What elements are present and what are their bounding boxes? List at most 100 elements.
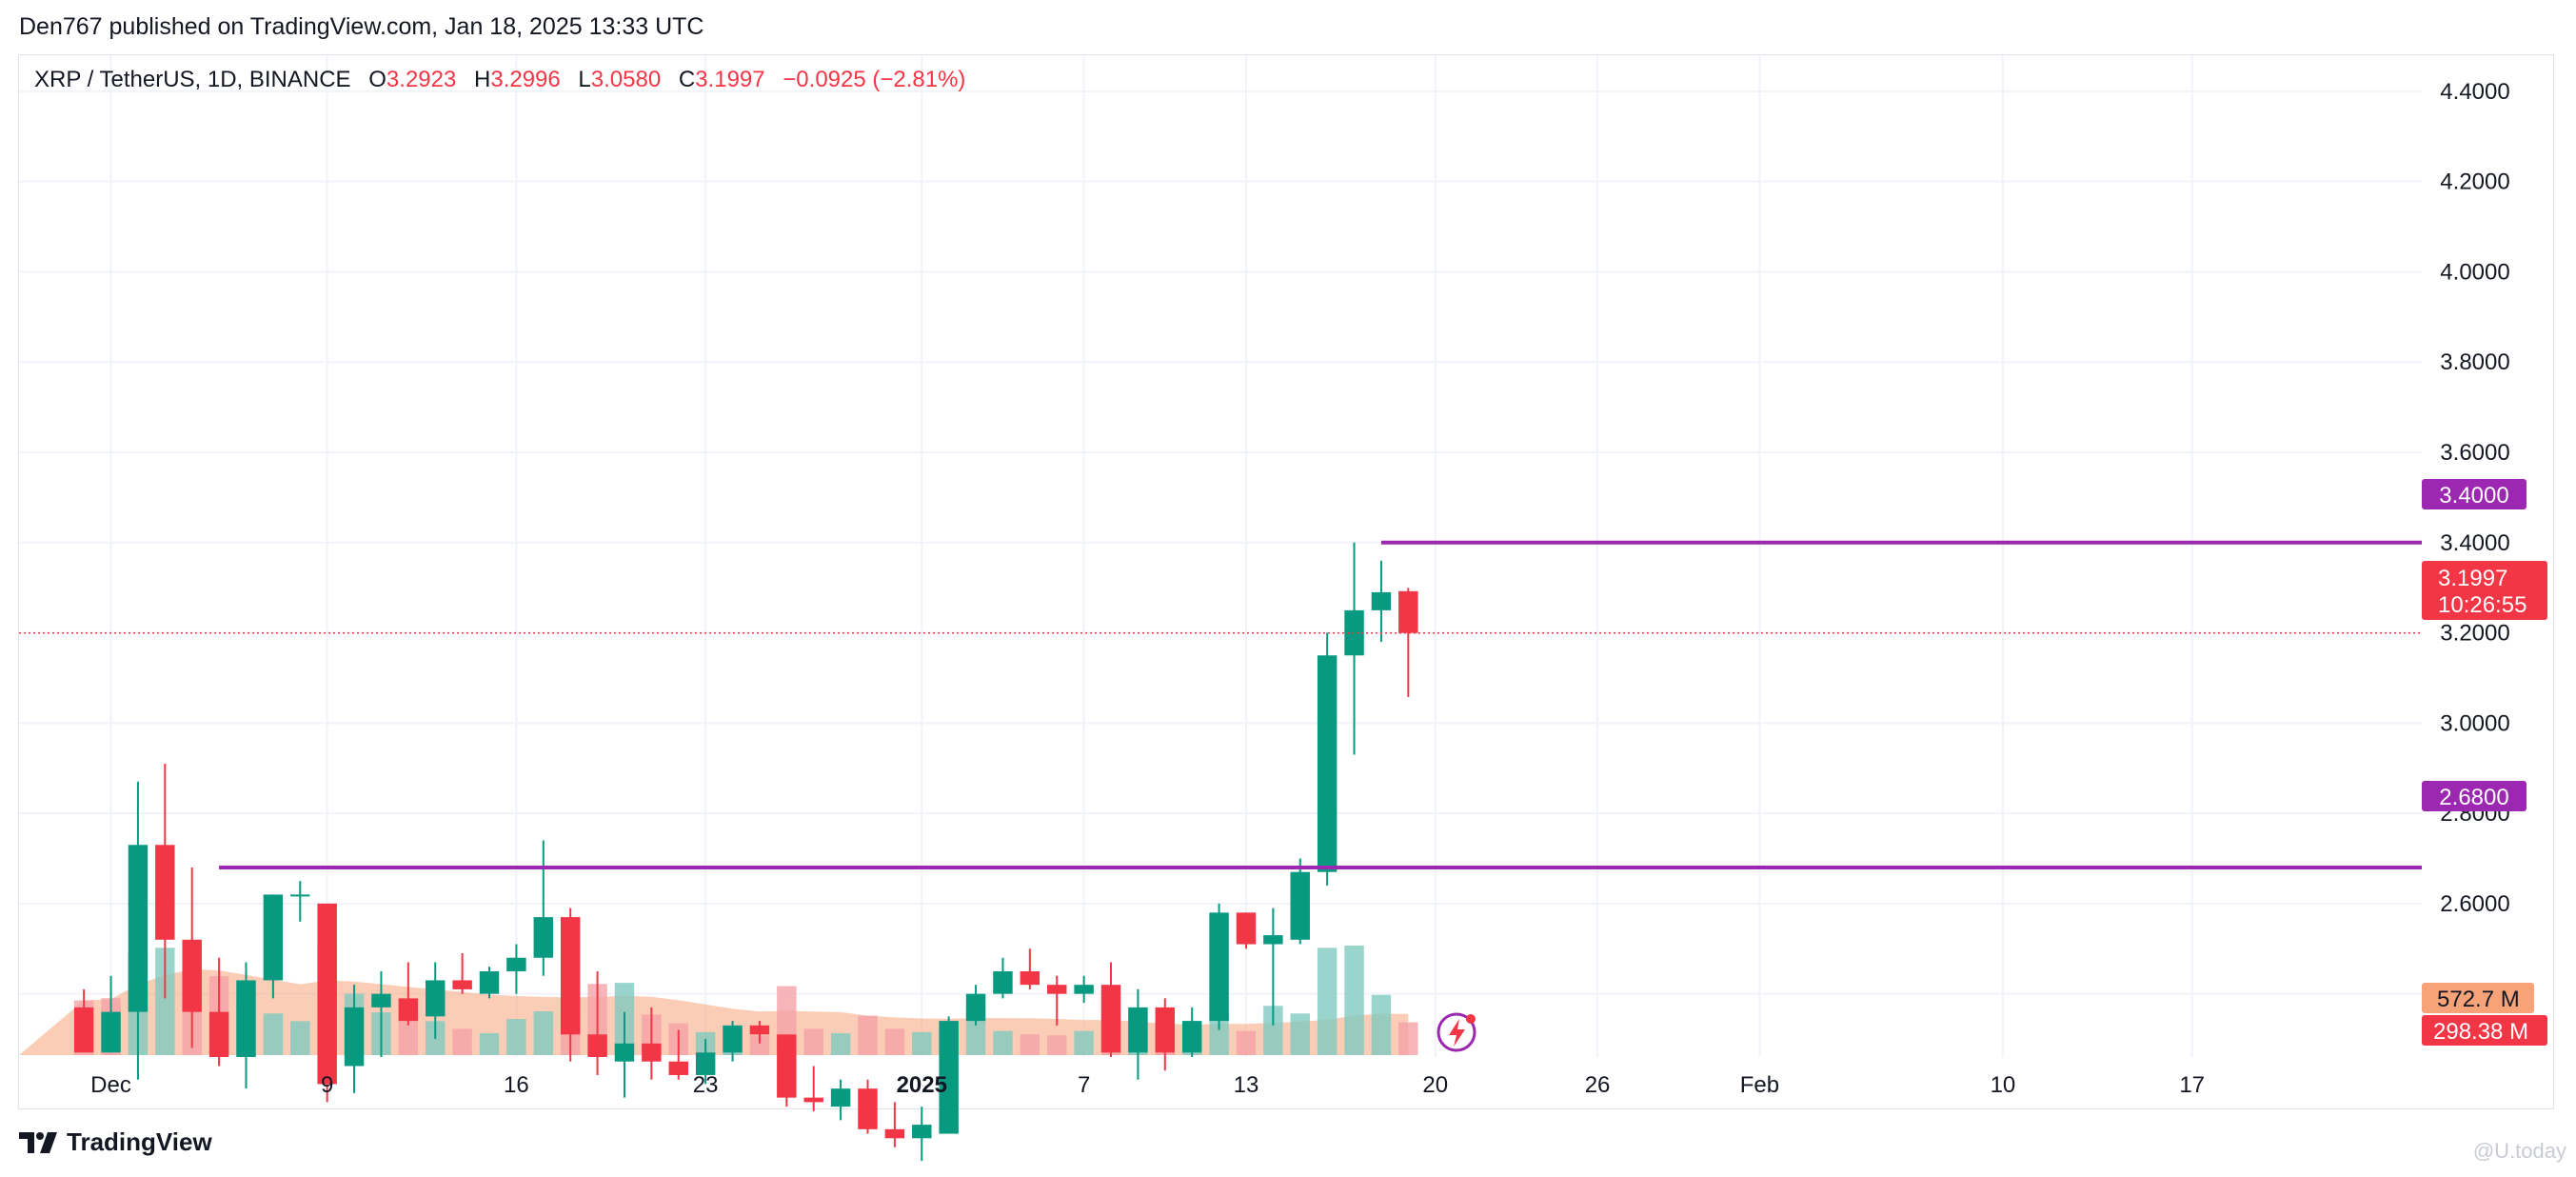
published-by-line: Den767 published on TradingView.com, Jan… — [19, 13, 704, 40]
tradingview-name: TradingView — [67, 1127, 212, 1156]
x-tick-label: 17 — [2179, 1072, 2205, 1098]
x-tick-label: 26 — [1585, 1072, 1611, 1098]
support-tag-text: 2.6800 — [2439, 785, 2508, 810]
candles[interactable] — [73, 542, 1418, 1161]
candle-body — [695, 1052, 716, 1075]
x-tick-label: Dec — [90, 1072, 131, 1098]
candle — [614, 1011, 635, 1098]
candle-body — [1020, 970, 1040, 986]
candle-body — [614, 1043, 635, 1062]
candle — [1209, 903, 1229, 1030]
chart-pane-border — [18, 54, 2554, 1109]
candle-body — [1263, 935, 1283, 945]
candle-body — [1074, 985, 1094, 994]
candle-body — [1398, 590, 1418, 633]
x-tick-label: 16 — [504, 1072, 529, 1098]
volume-bar — [830, 1033, 851, 1055]
candle-body — [317, 903, 337, 1085]
volume-bar — [1047, 1035, 1067, 1055]
horizontal-levels[interactable] — [19, 540, 2422, 869]
candle-body — [128, 845, 149, 1012]
candle-body — [506, 957, 526, 971]
candle-body — [533, 917, 554, 958]
axes: 4.4000 4.2000 4.0000 3.8000 3.6000 3.4000 3.20… — [90, 79, 2510, 1098]
candle-body — [290, 894, 310, 897]
candle — [993, 957, 1013, 999]
candle-body — [1317, 655, 1338, 872]
candle — [1317, 632, 1338, 886]
y-tick-label: 4.2000 — [2440, 170, 2509, 195]
candle-body — [371, 993, 391, 1007]
candle-body — [1209, 912, 1229, 1022]
last-price-tag: 3.1997 10:26:55 — [2422, 561, 2547, 620]
candle — [1128, 988, 1148, 1080]
candle-body — [236, 980, 256, 1057]
candle — [1398, 588, 1418, 697]
volume-bar — [749, 1035, 770, 1055]
volume-bar — [803, 1028, 823, 1055]
candle-body — [560, 917, 581, 1035]
candle-body — [912, 1125, 932, 1139]
y-tick-label: 3.0000 — [2440, 710, 2509, 736]
x-tick-label: 7 — [1078, 1072, 1090, 1098]
candle — [884, 1102, 905, 1147]
candle-body — [965, 993, 986, 1022]
candle-body — [398, 998, 419, 1022]
candle — [208, 957, 229, 1067]
candle-body — [344, 1007, 365, 1067]
volume-bar — [993, 1030, 1013, 1055]
candle — [344, 985, 365, 1093]
x-tick-label: 2025 — [897, 1072, 947, 1098]
volume-bar — [912, 1031, 932, 1055]
volume-bar — [263, 1013, 284, 1055]
candle — [317, 903, 337, 1103]
y-tick-label: 2.6000 — [2440, 891, 2509, 917]
candle-body — [1100, 985, 1121, 1053]
legend-open-label: O — [368, 67, 386, 92]
grid-lines — [19, 55, 2422, 1057]
candle-body — [858, 1088, 878, 1129]
legend-change: −0.0925 (−2.81%) — [783, 67, 966, 92]
legend-symbol[interactable]: XRP / TetherUS, 1D, BINANCE — [34, 67, 351, 92]
candle — [1155, 998, 1176, 1071]
tradingview-brand[interactable]: TradingView — [19, 1127, 212, 1157]
candle — [290, 881, 310, 922]
candle-body — [777, 1034, 797, 1098]
candle-body — [668, 1061, 688, 1075]
candle-body — [587, 1034, 607, 1057]
candle-body — [426, 980, 446, 1017]
volume-bars — [19, 946, 1418, 1055]
resistance-tag-text: 3.4000 — [2439, 483, 2508, 509]
volume-bar — [506, 1019, 526, 1055]
legend-open-value: 3.2923 — [386, 67, 457, 92]
candle — [479, 967, 500, 999]
candle — [1020, 948, 1040, 989]
volume-bar — [1290, 1013, 1310, 1055]
y-tick-label: 3.2000 — [2440, 621, 2509, 647]
candle — [1047, 975, 1067, 1026]
candle-body — [1344, 609, 1364, 656]
legend-close-label: C — [678, 67, 696, 92]
volume-bar — [858, 1015, 878, 1055]
candle — [1236, 912, 1257, 949]
candle — [749, 1021, 770, 1044]
candle — [236, 962, 256, 1089]
ohlc-legend: XRP / TetherUS, 1D, BINANCE O3.2923 H3.2… — [34, 67, 965, 93]
candle-body — [1290, 871, 1310, 940]
candle-body — [1047, 985, 1067, 994]
volume-bar — [479, 1033, 500, 1055]
candle-body — [155, 845, 175, 940]
volume-tag-b-text: 298.38 M — [2433, 1019, 2528, 1045]
lightning-icon[interactable] — [1437, 1012, 1476, 1052]
candle — [642, 1007, 662, 1080]
candle — [452, 953, 472, 994]
candle-body — [73, 1007, 94, 1053]
candle — [73, 988, 94, 1053]
candle-body — [1155, 1007, 1176, 1053]
candle — [155, 763, 175, 999]
candle — [939, 1016, 959, 1134]
legend-low-label: L — [578, 67, 591, 92]
price-scale-tags: 3.4000 2.6800 3.1997 10:26:55 572.7 M 29… — [2422, 479, 2547, 1046]
volume-bar — [1236, 1030, 1257, 1055]
